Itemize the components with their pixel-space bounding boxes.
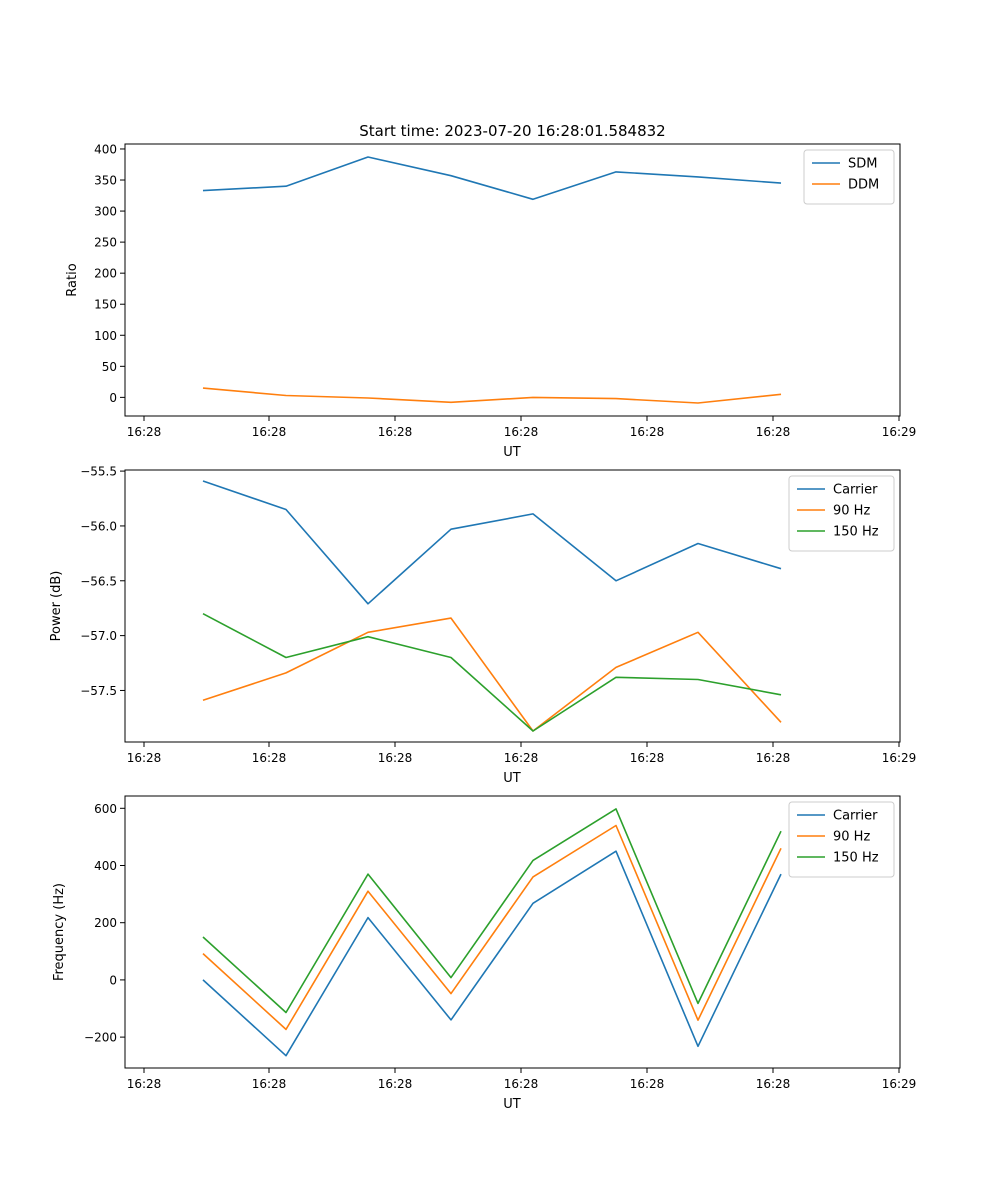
y-axis-label: Frequency (Hz): [52, 883, 67, 981]
y-tick-label: 250: [94, 236, 117, 250]
series-line-carrier: [202, 850, 782, 1057]
y-tick-label: 600: [94, 802, 117, 816]
x-tick-label: 16:28: [504, 751, 539, 765]
x-axis-label: UT: [503, 445, 521, 460]
x-tick-label: 16:28: [630, 1077, 665, 1091]
x-axis-label: UT: [503, 771, 521, 786]
chart-2: 16:28 16:28 16:28 16:28 16:28 16:28 16:29 UT −55…: [49, 465, 916, 786]
series-line-90-hz: [202, 824, 782, 1031]
y-tick-label: 200: [94, 267, 117, 281]
x-tick-label: 16:28: [378, 751, 413, 765]
x-tick-label: 16:28: [630, 751, 665, 765]
x-tick-label: 16:28: [504, 425, 539, 439]
y-tick-label: 0: [109, 391, 117, 405]
x-tick-label: 16:29: [882, 1077, 917, 1091]
x-tick-label: 16:28: [630, 425, 665, 439]
legend-label: Carrier: [833, 809, 878, 824]
x-tick-label: 16:28: [378, 425, 413, 439]
x-tick-label: 16:28: [127, 425, 162, 439]
y-axis-label: Power (dB): [49, 571, 64, 642]
legend-label: DDM: [848, 178, 879, 193]
legend: Carrier 90 Hz 150 Hz: [788, 801, 895, 878]
series-line-90-hz: [202, 617, 782, 732]
series-line-sdm: [202, 156, 782, 201]
y-tick-label: −56.5: [80, 574, 117, 588]
x-tick-label: 16:28: [504, 1077, 539, 1091]
x-tick-label: 16:28: [756, 751, 791, 765]
legend-label: 150 Hz: [833, 851, 879, 866]
y-tick-label: 150: [94, 298, 117, 312]
y-tick-label: −57.0: [80, 629, 117, 643]
y-tick-label: −57.5: [80, 684, 117, 698]
x-tick-label: 16:29: [882, 425, 917, 439]
legend-box: [788, 475, 895, 552]
y-tick-label: 400: [94, 859, 117, 873]
x-tick-label: 16:28: [756, 425, 791, 439]
axes-frame: [124, 143, 901, 417]
legend: Carrier 90 Hz 150 Hz: [788, 475, 895, 552]
x-tick-label: 16:29: [882, 751, 917, 765]
legend-label: 90 Hz: [833, 504, 870, 519]
chart-1: Start time: 2023-07-20 16:28:01.584832 16…: [65, 122, 916, 460]
x-axis-label: UT: [503, 1097, 521, 1112]
y-tick-label: −56.0: [80, 519, 117, 533]
x-tick-label: 16:28: [127, 1077, 162, 1091]
x-tick-label: 16:28: [252, 425, 287, 439]
chart-3: 16:28 16:28 16:28 16:28 16:28 16:28 16:29 UT −20…: [52, 795, 917, 1112]
legend-label: SDM: [848, 157, 877, 172]
legend-box: [788, 801, 895, 878]
series-line-150-hz: [202, 612, 782, 732]
chart-title: Start time: 2023-07-20 16:28:01.584832: [359, 122, 665, 140]
axes-frame: [124, 469, 901, 743]
y-tick-label: 200: [94, 916, 117, 930]
series-line-ddm: [202, 387, 782, 404]
x-tick-label: 16:28: [252, 751, 287, 765]
legend: SDM DDM: [803, 149, 895, 205]
y-tick-label: 350: [94, 174, 117, 188]
series-line-150-hz: [202, 808, 782, 1014]
y-tick-label: 50: [102, 360, 117, 374]
y-tick-label: 0: [109, 973, 117, 987]
y-tick-label: −200: [84, 1031, 117, 1045]
series-line-carrier: [202, 480, 782, 605]
x-tick-label: 16:28: [378, 1077, 413, 1091]
x-tick-label: 16:28: [127, 751, 162, 765]
y-tick-label: 400: [94, 142, 117, 156]
legend-label: 150 Hz: [833, 525, 879, 540]
y-tick-label: −55.5: [80, 465, 117, 479]
axes-frame: [124, 795, 901, 1069]
y-axis-label: Ratio: [65, 263, 80, 296]
legend-label: 90 Hz: [833, 830, 870, 845]
y-tick-label: 300: [94, 205, 117, 219]
y-tick-label: 100: [94, 329, 117, 343]
legend-label: Carrier: [833, 483, 878, 498]
x-tick-label: 16:28: [756, 1077, 791, 1091]
x-tick-label: 16:28: [252, 1077, 287, 1091]
